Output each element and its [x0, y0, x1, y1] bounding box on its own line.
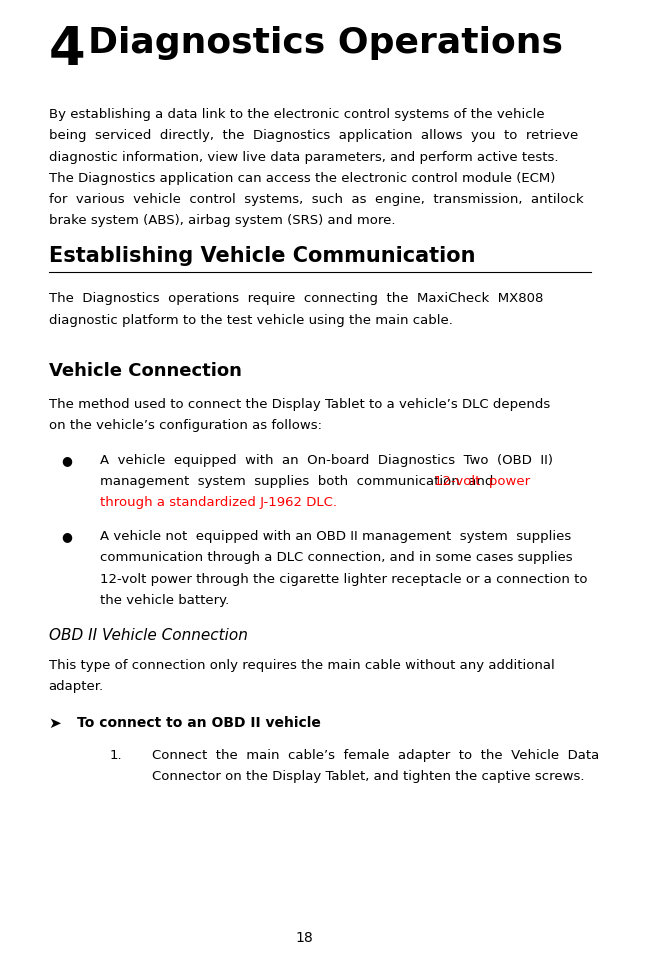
Text: 12-volt power through the cigarette lighter receptacle or a connection to: 12-volt power through the cigarette ligh…: [100, 573, 588, 586]
Text: the vehicle battery.: the vehicle battery.: [100, 594, 230, 607]
Text: diagnostic platform to the test vehicle using the main cable.: diagnostic platform to the test vehicle …: [49, 314, 453, 327]
Text: adapter.: adapter.: [49, 680, 104, 693]
Text: By establishing a data link to the electronic control systems of the vehicle: By establishing a data link to the elect…: [49, 108, 544, 122]
Text: This type of connection only requires the main cable without any additional: This type of connection only requires th…: [49, 659, 554, 672]
Text: management  system  supplies  both  communication  and: management system supplies both communic…: [100, 475, 498, 488]
Text: Diagnostics Operations: Diagnostics Operations: [88, 26, 563, 59]
Text: A  vehicle  equipped  with  an  On-board  Diagnostics  Two  (OBD  II): A vehicle equipped with an On-board Diag…: [100, 454, 554, 467]
Text: 18: 18: [296, 930, 313, 945]
Text: The Diagnostics application can access the electronic control module (ECM): The Diagnostics application can access t…: [49, 172, 555, 185]
Text: The method used to connect the Display Tablet to a vehicle’s DLC depends: The method used to connect the Display T…: [49, 398, 550, 411]
Text: A vehicle not  equipped with an OBD II management  system  supplies: A vehicle not equipped with an OBD II ma…: [100, 530, 572, 544]
Text: being  serviced  directly,  the  Diagnostics  application  allows  you  to  retr: being serviced directly, the Diagnostics…: [49, 129, 578, 143]
Text: Connector on the Display Tablet, and tighten the captive screws.: Connector on the Display Tablet, and tig…: [152, 770, 584, 784]
Text: communication through a DLC connection, and in some cases supplies: communication through a DLC connection, …: [100, 551, 573, 565]
Text: ●: ●: [61, 530, 71, 544]
Text: Connect  the  main  cable’s  female  adapter  to  the  Vehicle  Data: Connect the main cable’s female adapter …: [152, 749, 599, 762]
Text: for  various  vehicle  control  systems,  such  as  engine,  transmission,  anti: for various vehicle control systems, suc…: [49, 193, 583, 206]
Text: ➤: ➤: [49, 716, 61, 732]
Text: through a standardized J-1962 DLC.: through a standardized J-1962 DLC.: [100, 496, 337, 509]
Text: To connect to an OBD II vehicle: To connect to an OBD II vehicle: [77, 716, 321, 731]
Text: diagnostic information, view live data parameters, and perform active tests.: diagnostic information, view live data p…: [49, 151, 558, 164]
Text: 4: 4: [49, 24, 86, 76]
Text: Establishing Vehicle Communication: Establishing Vehicle Communication: [49, 246, 475, 267]
Text: The  Diagnostics  operations  require  connecting  the  MaxiCheck  MX808: The Diagnostics operations require conne…: [49, 292, 543, 306]
Text: OBD II Vehicle Connection: OBD II Vehicle Connection: [49, 628, 248, 643]
Text: 1.: 1.: [110, 749, 122, 762]
Text: brake system (ABS), airbag system (SRS) and more.: brake system (ABS), airbag system (SRS) …: [49, 214, 395, 227]
Text: Vehicle Connection: Vehicle Connection: [49, 362, 242, 380]
Text: ●: ●: [61, 454, 71, 467]
Text: on the vehicle’s configuration as follows:: on the vehicle’s configuration as follow…: [49, 419, 322, 433]
Text: 12-volt  power: 12-volt power: [434, 475, 530, 488]
